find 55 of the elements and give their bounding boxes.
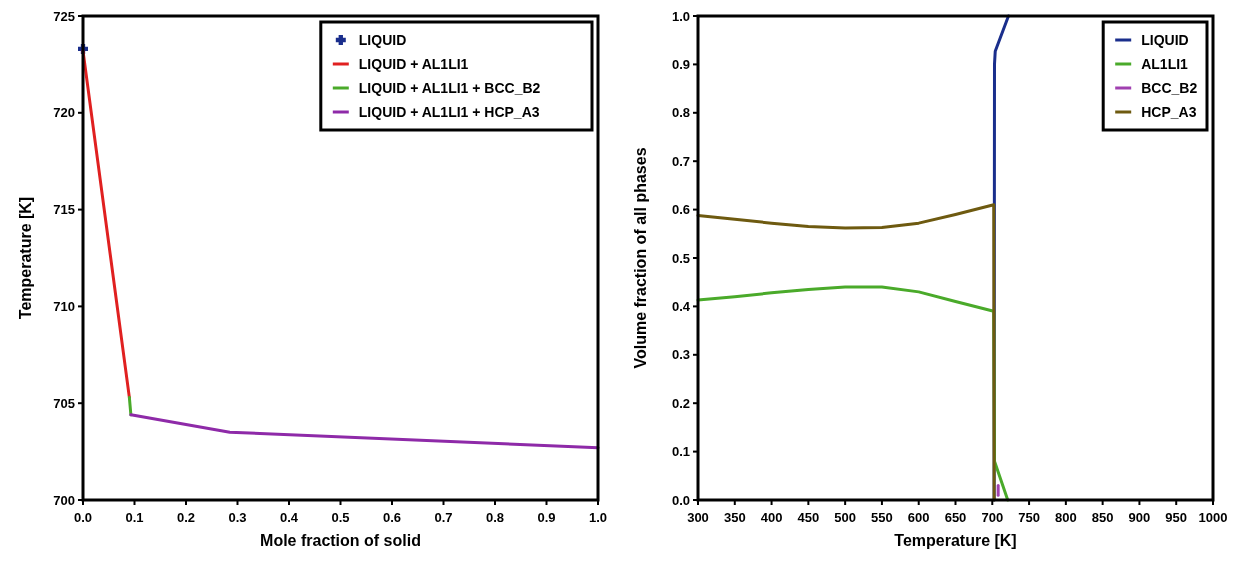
legend-label: LIQUID: [1141, 31, 1189, 48]
x-tick-label: 600: [907, 510, 930, 525]
x-tick-label: 750: [1018, 510, 1040, 525]
x-tick-label: 800: [1055, 510, 1077, 525]
y-tick-label: 0.3: [671, 347, 690, 363]
x-tick-label: 0.5: [331, 510, 350, 525]
x-tick-label: 400: [760, 510, 783, 525]
y-axis-title: Temperature [K]: [17, 196, 34, 320]
x-tick-label: 500: [834, 510, 856, 525]
x-tick-label: 700: [981, 510, 1004, 525]
y-tick-label: 0.6: [671, 202, 690, 218]
x-tick-label: 0.0: [73, 510, 93, 525]
x-tick-label: 0.8: [485, 510, 505, 525]
legend-label: BCC_B2: [1141, 79, 1198, 96]
x-tick-label: 1000: [1198, 510, 1228, 525]
y-tick-label: 720: [53, 105, 75, 121]
legend-label: LIQUID: [358, 31, 407, 48]
y-tick-label: 725: [53, 8, 75, 24]
x-tick-label: 650: [944, 510, 967, 525]
x-tick-label: 0.4: [279, 510, 299, 525]
legend-label: LIQUID + AL1LI1 + HCP_A3: [358, 103, 540, 120]
legend-label: LIQUID + AL1LI1 + BCC_B2: [358, 79, 541, 96]
x-tick-label: 450: [797, 510, 820, 525]
x-tick-label: 0.1: [125, 510, 144, 525]
x-tick-label: 1.0: [588, 510, 608, 525]
x-tick-label: 550: [871, 510, 893, 525]
y-tick-label: 0.5: [671, 250, 690, 266]
x-tick-label: 0.3: [228, 510, 247, 525]
x-tick-label: 950: [1165, 510, 1188, 525]
x-tick-label: 0.9: [537, 510, 556, 525]
x-tick-label: 350: [723, 510, 746, 525]
legend-label: AL1LI1: [1141, 55, 1189, 72]
y-axis-title: Volume fraction of all phases: [632, 147, 649, 369]
y-tick-label: 715: [53, 202, 75, 218]
legend-label: HCP_A3: [1141, 103, 1197, 120]
y-tick-label: 0.2: [671, 395, 690, 411]
y-tick-label: 0.9: [671, 56, 690, 72]
x-axis-title: Temperature [K]: [894, 532, 1017, 549]
x-tick-label: 0.6: [382, 510, 402, 525]
x-tick-label: 300: [687, 510, 709, 525]
x-tick-label: 900: [1128, 510, 1151, 525]
y-tick-label: 0.8: [671, 105, 690, 121]
x-tick-label: 0.7: [434, 510, 453, 525]
y-tick-label: 0.4: [671, 298, 691, 314]
y-tick-label: 1.0: [671, 8, 690, 24]
x-axis-title: Mole fraction of solid: [260, 532, 421, 549]
legend-label: LIQUID + AL1LI1: [358, 55, 469, 72]
y-tick-label: 0.1: [671, 444, 690, 460]
y-tick-label: 0.7: [671, 153, 690, 169]
x-tick-label: 850: [1091, 510, 1114, 525]
y-tick-label: 700: [53, 492, 75, 508]
y-tick-label: 705: [53, 395, 75, 411]
y-tick-label: 710: [53, 298, 75, 314]
x-tick-label: 0.2: [176, 510, 196, 525]
y-tick-label: 0.0: [671, 492, 690, 508]
